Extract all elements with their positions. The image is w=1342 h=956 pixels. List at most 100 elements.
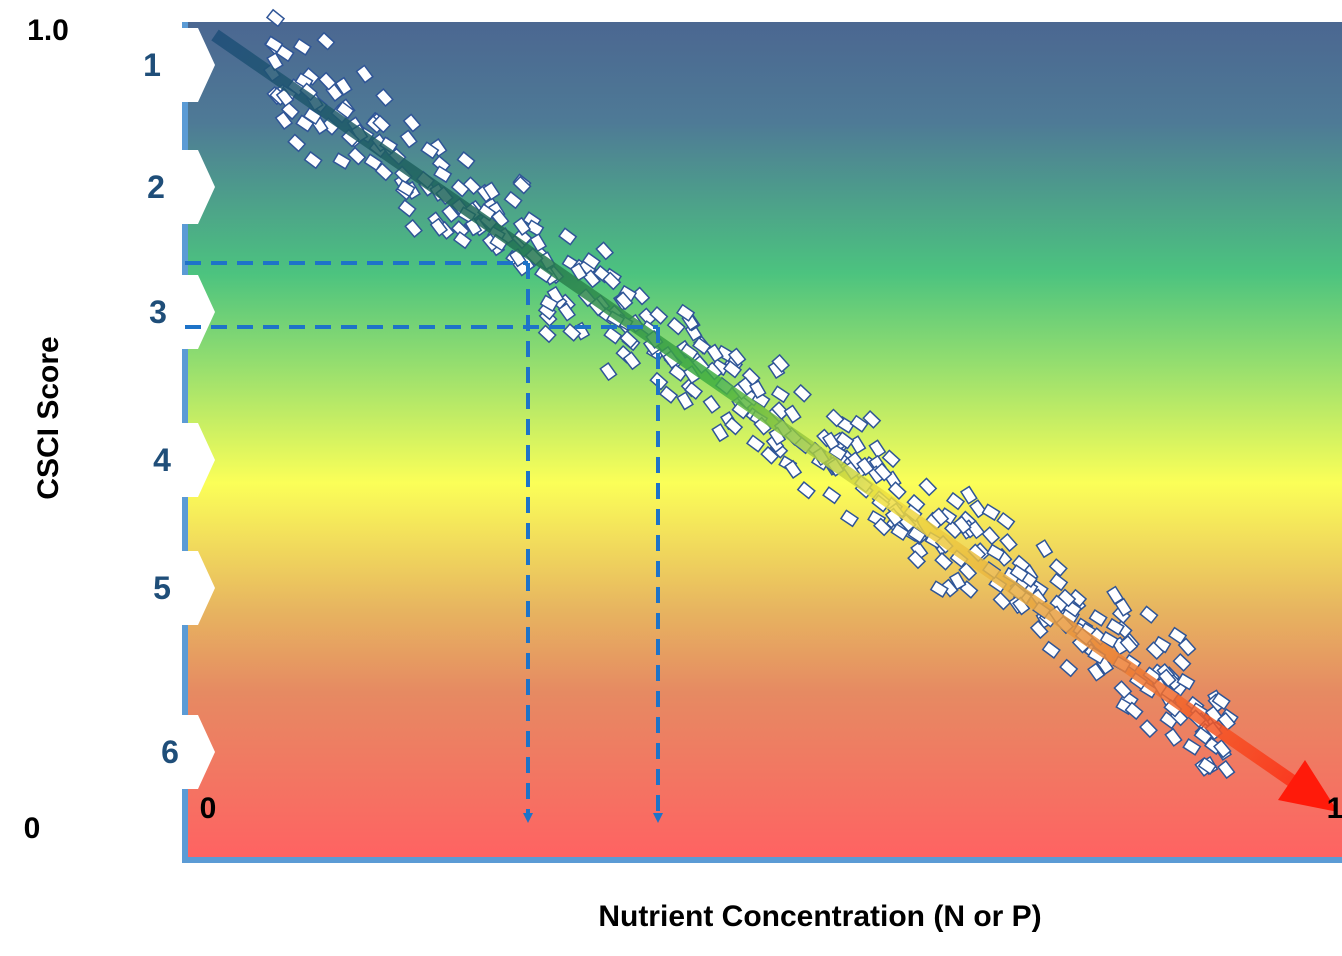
scatter-point (825, 408, 845, 428)
scatter-point (1119, 634, 1139, 655)
scatter-point (595, 241, 615, 261)
scatter-point (958, 562, 978, 582)
band-label: 2 (147, 169, 165, 205)
scatter-point (676, 391, 694, 411)
scatter-point (274, 110, 294, 131)
scatter-point (1139, 605, 1159, 624)
scatter-point (1105, 617, 1125, 636)
scatter-point (1213, 739, 1232, 759)
scatter-point (929, 580, 949, 599)
scatter-point (1157, 668, 1177, 688)
scatter-point (986, 543, 1006, 562)
scatter-point (332, 152, 352, 170)
scatter-point (1049, 572, 1069, 592)
scatter-point (796, 481, 816, 500)
scatter-point (335, 100, 355, 120)
scatter-point (890, 523, 910, 542)
scatter-point (784, 459, 803, 479)
band-label: 4 (153, 442, 171, 478)
scatter-point (347, 146, 367, 166)
scatter-point (1048, 558, 1068, 577)
scatter-point (771, 353, 791, 373)
scatter-point (649, 306, 669, 325)
scatter-point (525, 219, 545, 238)
scatter-point (792, 383, 812, 403)
scatter-point (602, 271, 622, 291)
scatter-point (429, 217, 449, 237)
scatter-point (512, 175, 532, 195)
band-label: 1 (143, 47, 161, 83)
scatter-point (537, 324, 557, 344)
scatter-point (265, 8, 286, 28)
scatter-point (1029, 620, 1049, 640)
scatter-point (1009, 564, 1029, 583)
scatter-point (490, 209, 510, 229)
band-label: 5 (153, 570, 171, 606)
scatter-point (822, 486, 842, 505)
scatter-point (433, 165, 453, 184)
scatter-point (676, 303, 696, 322)
scatter-point (1068, 588, 1088, 608)
scatter-point (996, 511, 1016, 531)
scatter-point (1087, 662, 1106, 682)
scatter-point (705, 343, 724, 363)
scatter-point (839, 509, 860, 528)
scatter-point (1139, 719, 1158, 739)
scatter-point (918, 477, 938, 497)
scatter-point (569, 262, 588, 282)
scatter-point (1193, 726, 1213, 745)
band-notches (180, 28, 215, 789)
scatter-point (441, 203, 460, 224)
scatter-point (887, 481, 907, 500)
scatter-point (849, 414, 869, 433)
scatter-point (981, 526, 1001, 546)
scatter-point (581, 251, 602, 271)
scatter-point (287, 133, 307, 153)
scatter-point (402, 113, 422, 133)
scatter-point (760, 445, 780, 465)
scatter-point (503, 190, 523, 210)
scatter-point (749, 379, 767, 399)
scatter-point (711, 423, 730, 443)
scatter-point (1124, 701, 1144, 721)
y-bottom-label: 0 (24, 812, 41, 845)
scatter-point (930, 507, 950, 527)
scatter-point (692, 336, 712, 356)
scatter-point (668, 363, 688, 382)
scatter-point (881, 449, 901, 469)
scatter-point (1145, 641, 1165, 661)
scatter-point (529, 233, 548, 253)
scatter-point (770, 401, 790, 421)
scatter-point (404, 218, 423, 238)
scatter-point (1182, 737, 1202, 756)
scatter-point (292, 37, 312, 56)
scatter-point (275, 87, 295, 108)
scatter-point (873, 462, 893, 482)
scatter-point (303, 150, 323, 170)
scatter-point (622, 351, 642, 371)
scatter-point (702, 394, 721, 414)
scatter-point (317, 71, 337, 91)
scatter-point (953, 515, 972, 535)
scatter-point (603, 326, 623, 345)
band-label: 3 (149, 294, 167, 330)
scatter-point (822, 431, 840, 451)
scatter-point (397, 199, 417, 218)
scatter-point (727, 347, 747, 367)
scatter-point (724, 416, 744, 436)
scatter-point (456, 150, 476, 170)
x-end-label: 1 (1327, 792, 1342, 825)
scatter-point (1099, 630, 1119, 649)
scatter-point (558, 227, 578, 246)
scatter-point (945, 491, 966, 511)
scatter-point (1164, 727, 1183, 747)
scatter-point (1059, 658, 1079, 678)
scatter-point (399, 129, 418, 149)
scatter-point (992, 591, 1012, 611)
scatter-point (512, 216, 532, 236)
scatter-point (722, 360, 743, 379)
x-start-label: 0 (200, 792, 217, 825)
scatter-point (1041, 640, 1061, 659)
scatter-point (948, 571, 967, 591)
scatter-point (856, 456, 875, 477)
